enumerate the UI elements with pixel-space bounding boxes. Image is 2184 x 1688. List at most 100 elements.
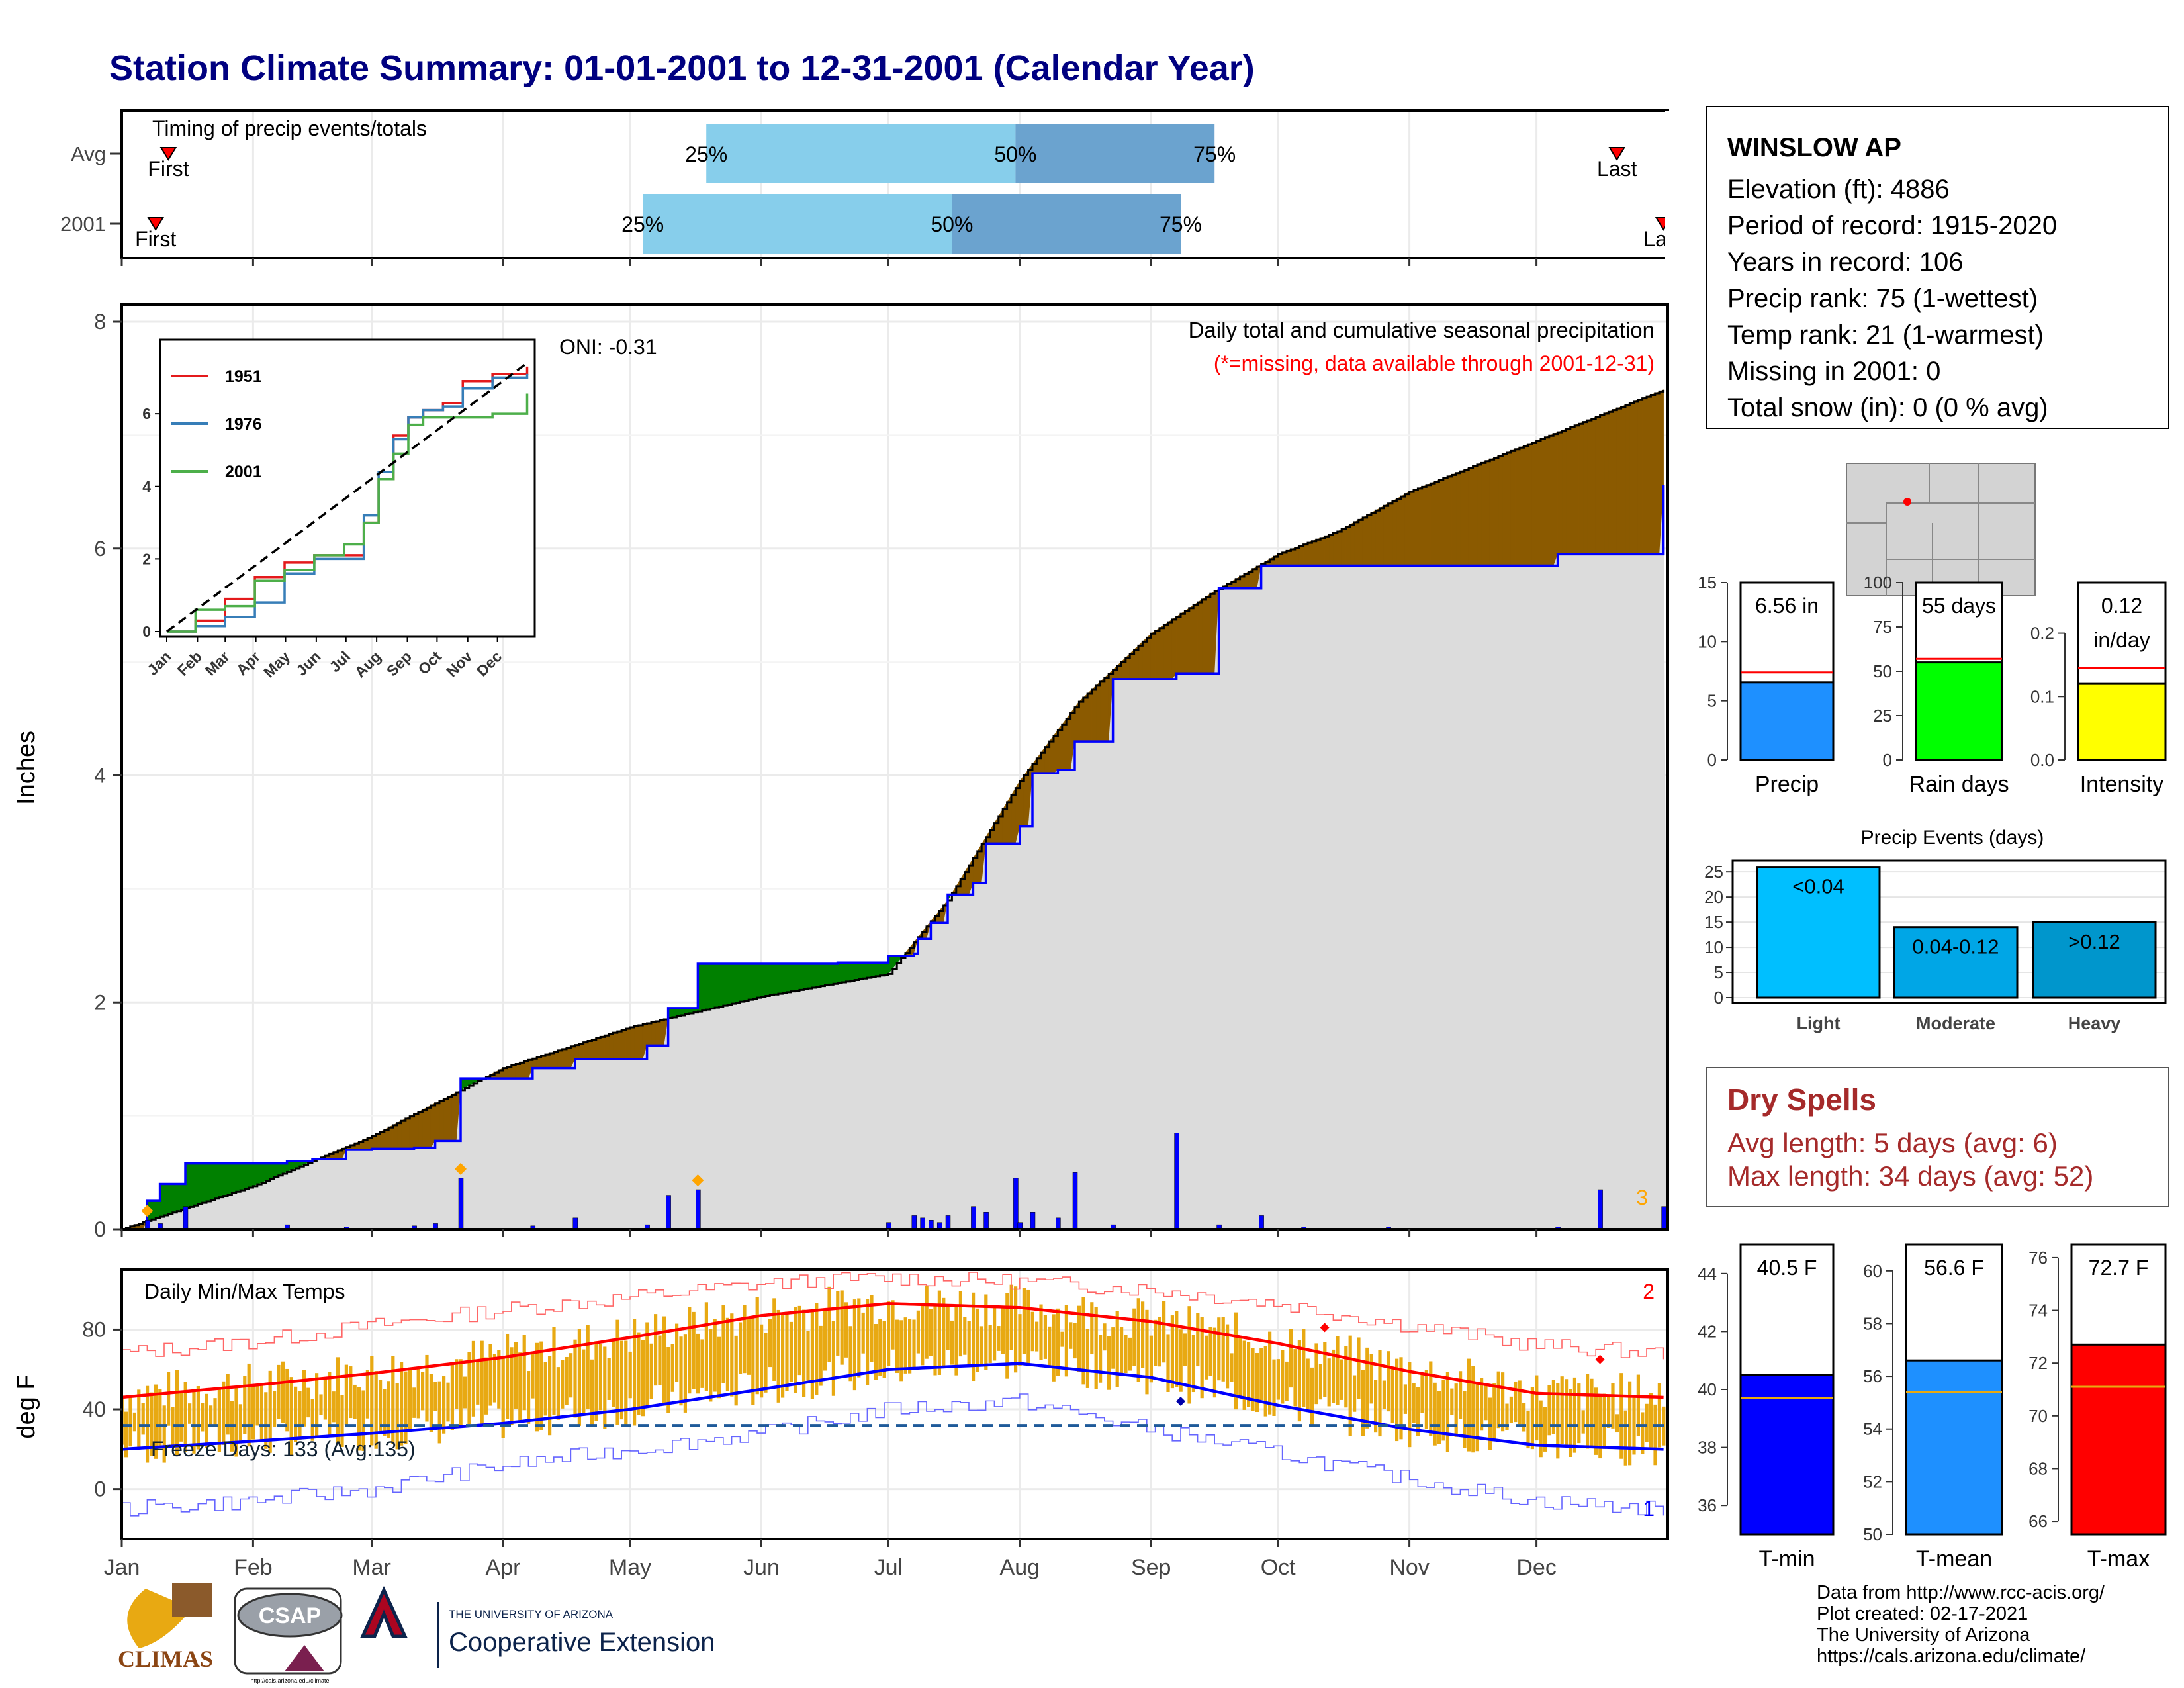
daily-temp-range-bar — [1348, 1335, 1352, 1436]
daily-temp-range-bar — [747, 1317, 751, 1375]
timing-pct-label: 50% — [931, 212, 973, 236]
daily-temp-range-bar — [802, 1309, 806, 1397]
deficit-area — [1510, 449, 1516, 566]
daily-temp-range-bar — [196, 1386, 200, 1450]
daily-temp-range-bar — [171, 1407, 175, 1447]
daily-precip-bar — [458, 1178, 464, 1230]
daily-temp-range-bar — [1048, 1326, 1052, 1367]
month-tick-label: Mar — [352, 1555, 391, 1580]
surplus-area — [825, 963, 830, 986]
daily-temp-range-bar — [213, 1398, 217, 1427]
surplus-area — [795, 963, 800, 991]
daily-temp-range-bar — [137, 1389, 141, 1450]
daily-temp-range-bar — [404, 1371, 408, 1444]
temp-count-bottom: 1 — [1643, 1497, 1655, 1521]
intensity-y-tick-label: 0.2 — [2030, 624, 2054, 643]
deficit-area — [1404, 491, 1410, 566]
daily-temp-range-bar — [234, 1387, 238, 1457]
daily-temp-range-bar — [569, 1353, 573, 1398]
deficit-area — [1426, 483, 1431, 566]
surplus-area — [197, 1163, 203, 1205]
deficit-area — [1519, 445, 1524, 566]
daily-temp-range-bar — [141, 1403, 145, 1435]
surplus-area — [807, 963, 813, 989]
daily-temp-range-bar — [1208, 1327, 1212, 1376]
surplus-area — [181, 1184, 186, 1211]
daily-temp-range-bar — [1043, 1315, 1047, 1359]
deficit-area — [447, 1094, 453, 1141]
daily-temp-range-bar — [1565, 1379, 1569, 1448]
daily-temp-range-bar — [1060, 1331, 1064, 1347]
daily-temp-range-bar — [1145, 1309, 1149, 1395]
precip-events-bar — [2032, 921, 2157, 999]
daily-temp-range-bar — [255, 1385, 259, 1426]
surplus-area — [880, 962, 885, 976]
csap-logo-mountain — [285, 1645, 324, 1671]
deficit-area — [422, 1107, 428, 1148]
daily-temp-range-bar — [1594, 1387, 1598, 1455]
station-location-marker — [1903, 498, 1911, 506]
daily-temp-range-bar — [1259, 1348, 1263, 1401]
precip-events-y-tick-label: 5 — [1714, 962, 1723, 982]
csap-logo-cloud — [237, 1593, 343, 1638]
precip-x-label: Precip — [1755, 772, 1819, 797]
daily-temp-range-bar — [764, 1333, 768, 1393]
tmean-value-label: 56.6 F — [1924, 1256, 1984, 1280]
record-temp-marker — [1595, 1354, 1605, 1364]
deficit-area — [1104, 673, 1109, 742]
tmean-bar — [1905, 1359, 2003, 1536]
daily-temp-range-bar — [1158, 1317, 1161, 1367]
daily-temp-range-bar — [1132, 1308, 1136, 1366]
daily-temp-range-bar — [522, 1335, 526, 1411]
daily-temp-range-bar — [340, 1395, 344, 1448]
daily-temp-range-bar — [1416, 1387, 1420, 1436]
daily-temp-range-bar — [455, 1359, 459, 1409]
daily-temp-range-bar — [1014, 1286, 1018, 1373]
daily-precip-bar — [1174, 1133, 1179, 1230]
deficit-area — [435, 1100, 440, 1141]
daily-precip-bar — [1072, 1172, 1078, 1230]
tmean-y-tick-label: 58 — [1863, 1313, 1882, 1333]
daily-temp-range-bar — [743, 1305, 747, 1374]
daily-temp-range-bar — [1649, 1393, 1653, 1448]
daily-temp-range-bar — [836, 1291, 840, 1356]
daily-temp-range-bar — [988, 1325, 992, 1363]
tmean-y-tick-label: 52 — [1863, 1472, 1882, 1491]
daily-temp-range-bar — [612, 1340, 615, 1407]
tmean-y-tick-label: 54 — [1863, 1419, 1882, 1439]
daily-temp-range-bar — [1535, 1375, 1539, 1441]
daily-temp-range-bar — [421, 1372, 425, 1411]
deficit-area — [1621, 404, 1626, 555]
daily-temp-range-bar — [1509, 1396, 1513, 1423]
daily-temp-range-bar — [1094, 1306, 1098, 1389]
daily-temp-range-bar — [1543, 1407, 1547, 1452]
deficit-area — [1439, 478, 1444, 566]
daily-temp-range-bar — [1149, 1335, 1153, 1383]
daily-temp-range-bar — [1154, 1319, 1158, 1366]
daily-temp-range-bar — [1344, 1346, 1348, 1408]
daily-temp-range-bar — [188, 1403, 192, 1424]
daily-temp-range-bar — [552, 1327, 556, 1415]
surplus-area — [232, 1163, 237, 1194]
tmax-x-label: T-max — [2087, 1546, 2150, 1571]
daily-temp-range-bar — [1242, 1340, 1246, 1410]
tmax-y-tick-label: 76 — [2028, 1248, 2048, 1268]
surplus-area — [244, 1163, 250, 1190]
daily-temp-range-bar — [916, 1310, 920, 1354]
daily-temp-range-bar — [1141, 1301, 1145, 1368]
daily-temp-range-bar — [328, 1372, 332, 1436]
daily-temp-range-bar — [222, 1381, 226, 1445]
daily-temp-range-bar — [442, 1376, 446, 1434]
timing-row-label: 2001 — [60, 212, 106, 236]
surplus-area — [731, 963, 737, 1004]
record-min-line — [122, 1393, 1664, 1517]
deficit-area — [1328, 533, 1334, 566]
daily-temp-range-bar — [1471, 1366, 1475, 1453]
daily-temp-range-bar — [679, 1336, 683, 1406]
deficit-area — [1422, 485, 1427, 566]
timing-bar-25-50 — [706, 124, 1016, 183]
daily-temp-range-bar — [1408, 1362, 1412, 1448]
deficit-area — [625, 1027, 631, 1060]
daily-temp-range-bar — [768, 1319, 772, 1368]
